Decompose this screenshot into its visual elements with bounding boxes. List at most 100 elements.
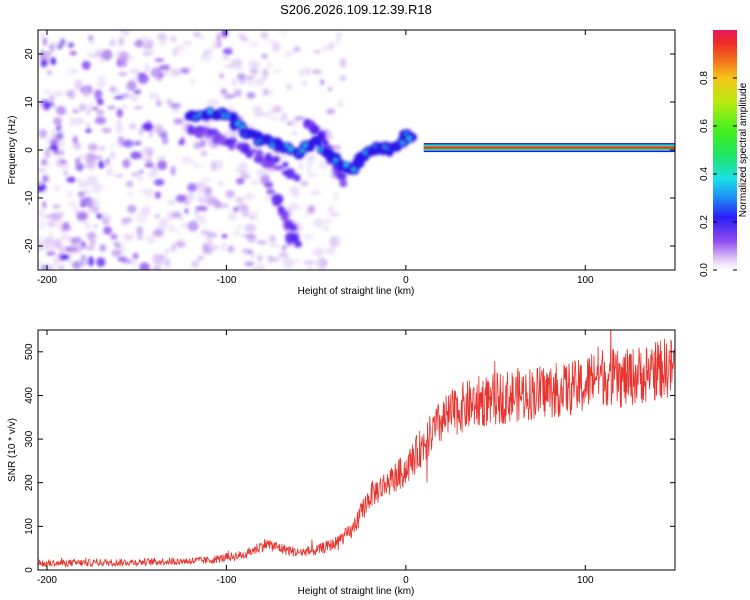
noise-blob xyxy=(109,85,116,93)
noise-blob xyxy=(311,71,324,75)
noise-blob xyxy=(306,158,314,167)
noise-blob xyxy=(129,68,140,74)
noise-blob xyxy=(154,58,165,62)
noise-blob xyxy=(269,234,277,244)
noise-blob xyxy=(52,238,62,249)
noise-blob xyxy=(136,235,144,240)
noise-blob xyxy=(122,103,128,109)
noise-blob xyxy=(38,32,47,38)
noise-blob xyxy=(122,58,127,68)
noise-blob xyxy=(231,128,237,140)
branch-blob xyxy=(273,200,280,207)
noise-blob xyxy=(268,243,281,249)
noise-blob xyxy=(60,234,73,242)
noise-blob xyxy=(38,177,44,186)
noise-blob xyxy=(63,169,69,177)
noise-blob xyxy=(318,266,326,270)
noise-blob xyxy=(95,83,107,87)
noise-blob xyxy=(248,60,260,69)
noise-blob xyxy=(334,237,341,246)
noise-blob xyxy=(184,208,189,214)
noise-blob xyxy=(327,205,335,213)
noise-blob xyxy=(111,249,122,257)
noise-blob xyxy=(280,116,288,122)
noise-blob xyxy=(178,216,184,221)
noise-blob xyxy=(257,254,263,263)
noise-blob xyxy=(154,214,160,219)
noise-blob xyxy=(133,106,144,110)
noise-blob xyxy=(66,176,76,183)
noise-blob xyxy=(195,205,208,211)
noise-blob xyxy=(246,91,256,99)
noise-blob xyxy=(323,248,332,254)
noise-blob xyxy=(96,155,103,160)
noise-blob xyxy=(318,161,329,169)
noise-blob xyxy=(170,35,177,43)
noise-blob xyxy=(126,220,131,226)
noise-blob xyxy=(138,169,144,174)
noise-blob xyxy=(115,245,121,249)
noise-blob xyxy=(200,150,208,157)
noise-blob xyxy=(42,201,47,209)
snr-frame xyxy=(37,329,676,571)
noise-blob xyxy=(60,38,66,46)
ridge-blob-outer xyxy=(312,137,323,146)
noise-blob xyxy=(45,102,55,107)
noise-blob xyxy=(110,233,118,240)
noise-blob xyxy=(236,223,245,230)
noise-blob xyxy=(97,75,106,86)
branch-blob xyxy=(225,137,238,145)
branch-blob xyxy=(322,140,329,147)
noise-blob xyxy=(249,180,262,185)
noise-blob xyxy=(339,57,347,68)
noise-blob xyxy=(197,256,203,262)
noise-blob xyxy=(88,256,94,267)
snr-series-line xyxy=(38,330,675,568)
noise-blob xyxy=(67,69,73,75)
branch-blob xyxy=(266,189,276,195)
noise-blob xyxy=(76,154,88,160)
noise-blob xyxy=(237,200,243,207)
noise-blob xyxy=(67,42,74,49)
noise-blob xyxy=(328,212,340,217)
noise-blob xyxy=(47,220,55,228)
noise-blob xyxy=(86,175,98,187)
noise-blob xyxy=(187,220,199,232)
noise-blob xyxy=(74,236,82,245)
noise-blob xyxy=(153,124,164,133)
colorbar-tick-label: 0.8 xyxy=(699,71,710,85)
noise-blob xyxy=(320,79,325,86)
noise-blob xyxy=(184,200,190,205)
noise-blob xyxy=(335,35,340,46)
noise-blob xyxy=(169,102,181,109)
noise-blob xyxy=(117,256,127,262)
noise-blob xyxy=(328,41,334,51)
noise-blob xyxy=(72,135,79,145)
noise-blob xyxy=(221,54,230,61)
noise-blob xyxy=(38,259,42,268)
noise-blob xyxy=(235,62,242,66)
noise-blob xyxy=(84,152,97,164)
noise-blob xyxy=(78,180,90,190)
spectrogram-noise xyxy=(38,30,347,270)
noise-blob xyxy=(233,89,243,97)
noise-blob xyxy=(137,174,143,182)
noise-blob xyxy=(72,205,78,210)
noise-blob xyxy=(266,258,272,263)
noise-blob xyxy=(109,151,116,160)
noise-blob xyxy=(122,158,131,169)
noise-blob xyxy=(251,105,262,113)
noise-blob xyxy=(67,191,73,198)
noise-blob xyxy=(70,237,77,245)
noise-blob xyxy=(44,264,55,270)
noise-blob xyxy=(107,105,116,110)
noise-blob xyxy=(264,39,276,43)
noise-blob xyxy=(82,87,91,98)
noise-blob xyxy=(180,136,185,144)
noise-blob xyxy=(147,170,159,179)
noise-blob xyxy=(307,265,313,270)
noise-blob xyxy=(250,67,259,76)
noise-blob xyxy=(181,156,193,165)
noise-blob xyxy=(156,34,167,39)
colorbar-tick-label: 0.6 xyxy=(699,119,710,133)
